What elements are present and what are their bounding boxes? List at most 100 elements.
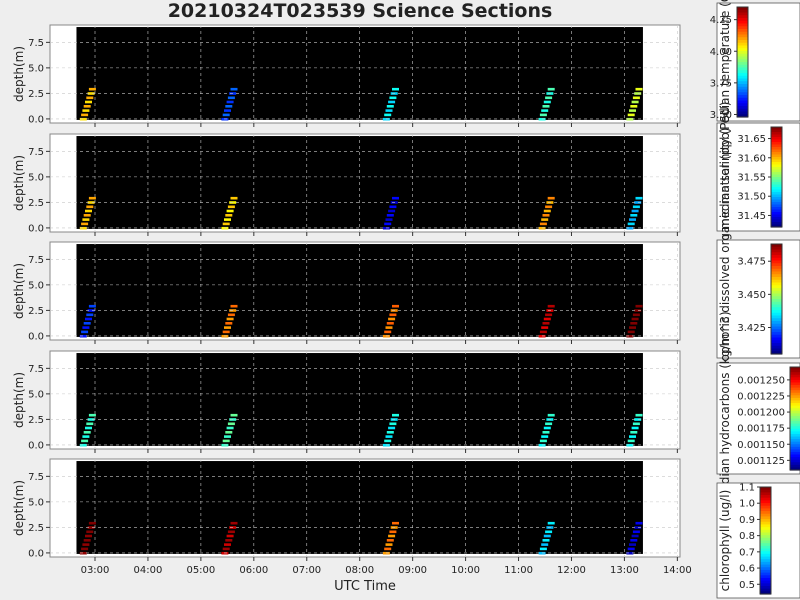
profile-cast-segment (85, 534, 92, 538)
colorbar-step (737, 78, 748, 82)
colorbar-step (760, 527, 771, 531)
profile-cast-segment (543, 426, 551, 430)
colorbar-step (737, 111, 748, 115)
colorbar-frame (716, 482, 800, 599)
y-axis-label: depth(m) (12, 46, 26, 102)
profile-cast-segment (631, 209, 639, 213)
colorbar-step (737, 59, 748, 63)
profile-cast-segment (230, 196, 238, 200)
y-tick-label: 5.0 (28, 389, 44, 400)
colorbar-tick-label: 0.8 (739, 531, 755, 542)
colorbar-step (771, 182, 782, 186)
colorbar-tick-label: 0.001250 (737, 375, 785, 386)
colorbar-step (737, 100, 748, 104)
colorbar-step (737, 20, 748, 25)
profile-cast-segment (543, 317, 551, 321)
colorbar-step (737, 31, 748, 36)
profile-cast-segment (547, 196, 555, 200)
colorbar-step (760, 503, 771, 507)
colorbar-step (760, 535, 771, 539)
colorbar-step (771, 318, 782, 322)
colorbar-step (771, 169, 782, 173)
colorbar-step (790, 382, 800, 386)
colorbar-step (790, 439, 800, 443)
colorbar-step (771, 179, 782, 183)
profile-cast-segment (79, 226, 87, 230)
colorbar-step (737, 40, 748, 44)
colorbar-step (760, 495, 771, 499)
profile-cast-segment (386, 539, 394, 542)
colorbar-step (771, 187, 782, 191)
colorbar-tick-label: 31.45 (737, 211, 766, 222)
colorbar-step (737, 7, 748, 11)
colorbar-step (737, 103, 748, 107)
colorbar-step (771, 304, 782, 308)
x-tick-label: 10:00 (451, 565, 480, 576)
profile-cast-segment (87, 526, 95, 529)
profile-cast-segment (629, 109, 636, 112)
profile-cast-segment (632, 96, 640, 100)
profile-cast-segment (224, 218, 231, 221)
profile-cast-segment (222, 222, 230, 226)
colorbar-step (790, 408, 800, 412)
profile-cast-segment (384, 330, 392, 334)
colorbar-step (737, 12, 748, 16)
profile-cast-segment (227, 530, 235, 534)
colorbar-tick-label: 3.75 (710, 78, 732, 89)
colorbar-step (771, 189, 782, 193)
y-tick-label: 0.0 (28, 223, 44, 234)
colorbar-step (790, 462, 800, 466)
colorbar-step (737, 92, 748, 96)
colorbar-step (737, 48, 748, 52)
x-tick-label: 11:00 (504, 565, 533, 576)
profile-cast-segment (542, 322, 550, 325)
profile-cast-segment (222, 439, 230, 443)
y-tick-label: 5.0 (28, 497, 44, 508)
colorbar-step (790, 367, 800, 371)
colorbar-tick-label: 3.450 (737, 290, 766, 301)
colorbar-step (790, 459, 800, 463)
profile-cast-segment (539, 547, 547, 551)
colorbar-step (760, 513, 771, 518)
profile-cast-segment (226, 100, 234, 104)
profile-cast-segment (543, 534, 551, 538)
colorbar-outline (770, 243, 783, 355)
y-tick-label: 2.5 (28, 523, 44, 534)
colorbar-step (771, 222, 782, 226)
colorbar-step (771, 209, 782, 213)
colorbar-step (760, 521, 771, 526)
colorbar-step (771, 164, 782, 168)
panel-4: 0.02.55.07.5depth(m)0.0011250.0011500.00… (12, 311, 800, 526)
profile-cast-segment (635, 196, 643, 200)
colorbar-step (760, 567, 771, 571)
profile-cast-segment (222, 113, 230, 117)
colorbar-step (737, 97, 748, 102)
colorbar-step (790, 413, 800, 417)
profile-cast-segment (79, 117, 87, 121)
colorbar-frame (716, 122, 800, 232)
profile-cast-segment (224, 435, 231, 438)
colorbar-step (790, 451, 800, 456)
colorbar-step (790, 454, 800, 458)
profile-cast-segment (86, 205, 94, 209)
colorbar-step (790, 467, 800, 471)
profile-cast-segment (388, 317, 396, 321)
profile-cast-segment (629, 218, 636, 221)
profile-cast-segment (632, 422, 640, 426)
profile-cast-segment (225, 322, 233, 325)
profile-cast-segment (88, 87, 96, 91)
colorbar-step (737, 51, 748, 55)
colorbar-step (771, 345, 782, 350)
colorbar-step (771, 192, 782, 196)
colorbar-outline (759, 486, 772, 595)
colorbar-step (760, 564, 771, 568)
colorbar-step (771, 329, 782, 333)
colorbar-step (790, 449, 800, 453)
profile-cast-segment (225, 214, 233, 217)
colorbar-step (737, 70, 748, 74)
profile-cast-segment (222, 330, 230, 334)
profile-cast-segment (632, 313, 640, 317)
profile-cast-segment (542, 105, 550, 108)
profile-cast-segment (541, 218, 549, 221)
colorbar-step (760, 508, 771, 512)
